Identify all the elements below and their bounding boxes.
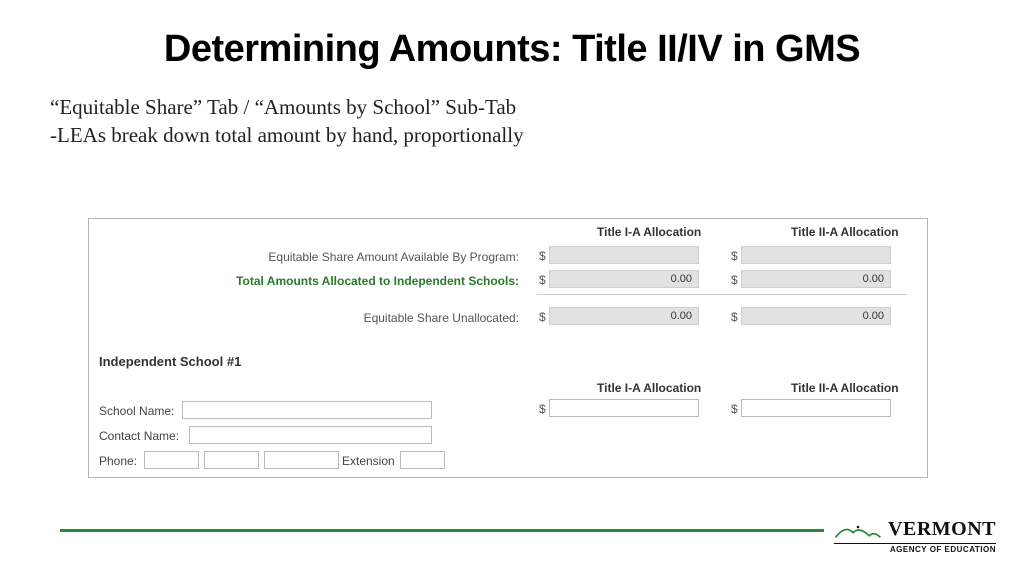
unallocated-col1-readonly: 0.00 xyxy=(549,307,699,325)
available-col1-readonly xyxy=(549,246,699,264)
col-header-title2a-school: Title II-A Allocation xyxy=(791,381,899,395)
row-label-available: Equitable Share Amount Available By Prog… xyxy=(89,250,519,264)
subtext-line-2: -LEAs break down total amount by hand, p… xyxy=(50,121,1024,149)
col-header-title1a-school: Title I-A Allocation xyxy=(597,381,701,395)
allocated-col2-readonly: 0.00 xyxy=(741,270,891,288)
dollar-sign-icon: $ xyxy=(731,402,738,416)
extension-input[interactable] xyxy=(400,451,445,469)
dollar-sign-icon: $ xyxy=(731,310,738,324)
phone-part3-input[interactable] xyxy=(264,451,339,469)
dollar-sign-icon: $ xyxy=(539,249,546,263)
phone-part2-input[interactable] xyxy=(204,451,259,469)
dollar-sign-icon: $ xyxy=(539,273,546,287)
subtext-line-1: “Equitable Share” Tab / “Amounts by Scho… xyxy=(50,93,1024,121)
divider-line xyxy=(537,294,907,295)
allocated-col1-readonly: 0.00 xyxy=(549,270,699,288)
col-header-title2a-top: Title II-A Allocation xyxy=(791,225,899,239)
slide-title: Determining Amounts: Title II/IV in GMS xyxy=(0,0,1024,71)
logo-agency-text: AGENCY OF EDUCATION xyxy=(834,545,996,554)
school-name-input[interactable] xyxy=(182,401,432,419)
school-title2a-input[interactable] xyxy=(741,399,891,417)
mountain-icon xyxy=(834,521,882,541)
slide-subtext: “Equitable Share” Tab / “Amounts by Scho… xyxy=(50,93,1024,150)
available-col2-readonly xyxy=(741,246,891,264)
unallocated-col2-readonly: 0.00 xyxy=(741,307,891,325)
logo-state-text: VERMONT xyxy=(888,518,996,541)
allocation-panel: Title I-A Allocation Title II-A Allocati… xyxy=(88,218,928,478)
footer-accent-line xyxy=(60,529,824,532)
phone-part1-input[interactable] xyxy=(144,451,199,469)
dollar-sign-icon: $ xyxy=(731,273,738,287)
row-label-allocated: Total Amounts Allocated to Independent S… xyxy=(89,274,519,288)
logo-rule xyxy=(834,543,996,544)
dollar-sign-icon: $ xyxy=(731,249,738,263)
extension-label: Extension xyxy=(342,454,395,468)
col-header-title1a-top: Title I-A Allocation xyxy=(597,225,701,239)
dollar-sign-icon: $ xyxy=(539,402,546,416)
independent-school-heading: Independent School #1 xyxy=(99,354,241,369)
dollar-sign-icon: $ xyxy=(539,310,546,324)
phone-label: Phone: xyxy=(99,454,137,468)
row-label-unallocated: Equitable Share Unallocated: xyxy=(89,311,519,325)
vermont-logo: VERMONT AGENCY OF EDUCATION xyxy=(834,518,996,554)
contact-name-label: Contact Name: xyxy=(99,429,179,443)
school-title1a-input[interactable] xyxy=(549,399,699,417)
contact-name-input[interactable] xyxy=(189,426,432,444)
school-name-label: School Name: xyxy=(99,404,174,418)
